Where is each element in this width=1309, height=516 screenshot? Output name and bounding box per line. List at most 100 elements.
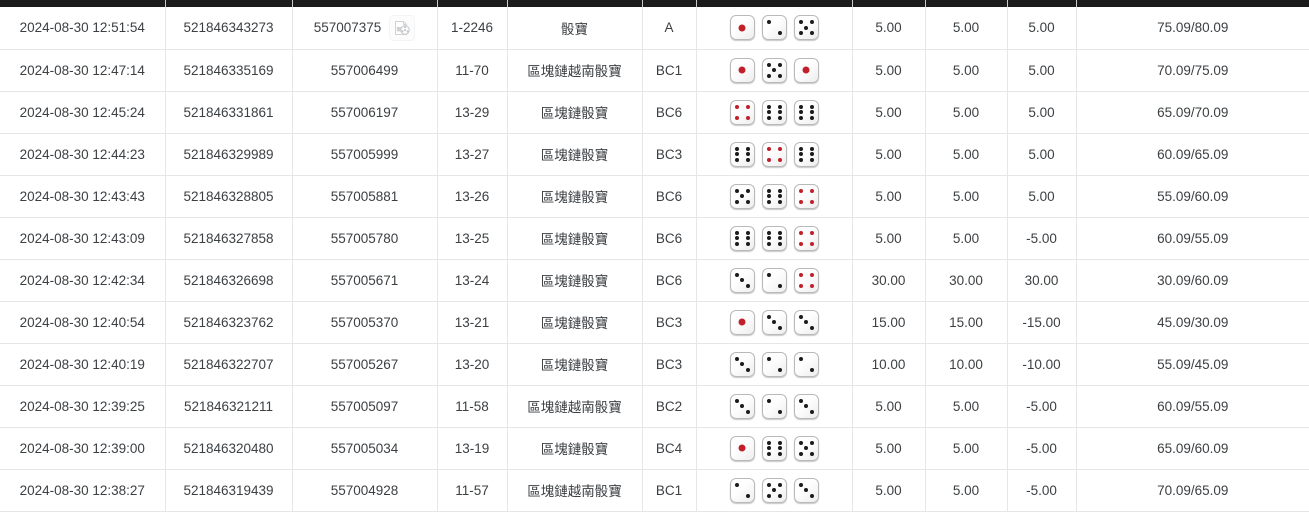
- die-pip: [745, 367, 750, 372]
- die-pip: [745, 188, 750, 193]
- cell-game-name: 區塊鏈越南骰寶: [507, 385, 643, 428]
- die-pip: [809, 157, 814, 162]
- die-pip: [798, 230, 803, 235]
- cell-balance: 75.09/80.09: [1076, 7, 1309, 50]
- die-pip: [809, 152, 814, 156]
- table-row[interactable]: 2024-08-30 12:43:43 521846328805 557005881…: [0, 175, 1309, 218]
- die-pip: [777, 367, 782, 372]
- order-number-text: 557005097: [330, 398, 399, 414]
- table-row[interactable]: 2024-08-30 12:38:27 521846319439 557004928…: [0, 469, 1309, 512]
- die-pip: [777, 157, 782, 162]
- header-column-divider-2: [292, 0, 293, 7]
- order-number-wrap: 557005671: [297, 273, 433, 288]
- table-row[interactable]: 2024-08-30 12:44:23 521846329989 557005999…: [0, 133, 1309, 176]
- die-face-6: [761, 99, 787, 125]
- die-pip: [766, 482, 771, 487]
- die-face-3: [729, 351, 755, 377]
- cell-bet-amount: 5.00: [852, 49, 926, 92]
- order-number-text: 557005034: [330, 440, 399, 456]
- cell-balance: 55.09/45.09: [1076, 343, 1309, 386]
- cell-round-number: 13-19: [437, 427, 508, 470]
- cell-payout-amount: 5.00: [1007, 49, 1077, 92]
- table-row[interactable]: 2024-08-30 12:51:54 521846343273 557007375…: [0, 7, 1309, 50]
- die-pip: [777, 104, 782, 109]
- cell-game-name: 區塊鏈骰寶: [507, 343, 643, 386]
- table-row[interactable]: 2024-08-30 12:43:09 521846327858 557005780…: [0, 217, 1309, 260]
- table-row[interactable]: 2024-08-30 12:39:00 521846320480 557005034…: [0, 427, 1309, 470]
- cell-table-id: BC3: [642, 343, 697, 386]
- die-face-4: [729, 99, 755, 125]
- cell-order-number: 557005671: [292, 259, 438, 302]
- cell-bet-time: 2024-08-30 12:45:24: [0, 91, 166, 134]
- cell-bet-amount: 5.00: [852, 7, 926, 50]
- die-pip: [802, 66, 810, 74]
- die-pip: [777, 482, 782, 487]
- table-row[interactable]: 2024-08-30 12:40:54 521846323762 557005370…: [0, 301, 1309, 344]
- cell-game-name: 區塊鏈越南骰寶: [507, 49, 643, 92]
- cell-bill-number: 521846322707: [165, 343, 293, 386]
- cell-order-number: 557005881: [292, 175, 438, 218]
- die-pip: [809, 199, 814, 204]
- film-video-icon[interactable]: [389, 14, 416, 41]
- die-face-1: [729, 309, 755, 335]
- cell-bet-amount: 5.00: [852, 469, 926, 512]
- die-pip: [809, 493, 814, 498]
- table-row[interactable]: 2024-08-30 12:40:19 521846322707 557005267…: [0, 343, 1309, 386]
- table-row[interactable]: 2024-08-30 12:45:24 521846331861 557006197…: [0, 91, 1309, 134]
- die-pip: [734, 199, 739, 204]
- die-pip: [809, 20, 814, 25]
- die-pip: [766, 199, 771, 204]
- die-pip: [809, 188, 814, 193]
- die-face-6: [793, 99, 819, 125]
- cell-balance: 55.09/60.09: [1076, 175, 1309, 218]
- die-face-3: [793, 309, 819, 335]
- cell-table-id: BC4: [642, 427, 697, 470]
- die-pip: [734, 241, 739, 246]
- die-pip: [738, 66, 746, 74]
- die-pip: [766, 157, 771, 162]
- cell-bill-number: 521846323762: [165, 301, 293, 344]
- header-column-divider-10: [1076, 0, 1077, 7]
- cell-balance: 60.09/55.09: [1076, 217, 1309, 260]
- cell-game-name: 區塊鏈骰寶: [507, 259, 643, 302]
- header-column-divider-5: [642, 0, 643, 7]
- order-number-text: 557006197: [330, 104, 399, 120]
- cell-round-number: 11-57: [437, 469, 508, 512]
- die-face-3: [793, 393, 819, 419]
- cell-dice-result: [696, 91, 853, 134]
- order-number-text: 557004928: [330, 482, 399, 498]
- table-row[interactable]: 2024-08-30 12:39:25 521846321211 557005097…: [0, 385, 1309, 428]
- die-pip: [745, 409, 750, 414]
- cell-bet-time: 2024-08-30 12:40:54: [0, 301, 166, 344]
- cell-game-name: 區塊鏈骰寶: [507, 217, 643, 260]
- cell-payout-amount: 30.00: [1007, 259, 1077, 302]
- die-pip: [740, 362, 744, 366]
- die-pip: [766, 62, 771, 67]
- header-column-divider-9: [1007, 0, 1008, 7]
- die-pip: [798, 146, 803, 151]
- cell-bill-number: 521846335169: [165, 49, 293, 92]
- cell-round-number: 13-25: [437, 217, 508, 260]
- header-column-divider-4: [507, 0, 508, 7]
- cell-bet-time: 2024-08-30 12:40:19: [0, 343, 166, 386]
- cell-bet-amount: 5.00: [852, 385, 926, 428]
- die-pip: [766, 236, 771, 240]
- die-pip: [809, 367, 814, 372]
- cell-order-number: 557004928: [292, 469, 438, 512]
- table-row[interactable]: 2024-08-30 12:47:14 521846335169 557006499…: [0, 49, 1309, 92]
- die-pip: [745, 157, 750, 162]
- cell-payout-amount: 5.00: [1007, 7, 1077, 50]
- die-pip: [777, 199, 782, 204]
- cell-table-id: BC6: [642, 217, 697, 260]
- die-face-1: [729, 15, 755, 41]
- die-face-1: [729, 435, 755, 461]
- die-face-6: [761, 225, 787, 251]
- cell-bet-time: 2024-08-30 12:42:34: [0, 259, 166, 302]
- dice-group: [701, 183, 848, 209]
- die-face-6: [761, 183, 787, 209]
- table-row[interactable]: 2024-08-30 12:42:34 521846326698 557005671…: [0, 259, 1309, 302]
- cell-bet-amount: 5.00: [852, 133, 926, 176]
- die-pip: [809, 325, 814, 330]
- cell-order-number: 557007375: [292, 7, 438, 50]
- cell-payout-amount: 5.00: [1007, 175, 1077, 218]
